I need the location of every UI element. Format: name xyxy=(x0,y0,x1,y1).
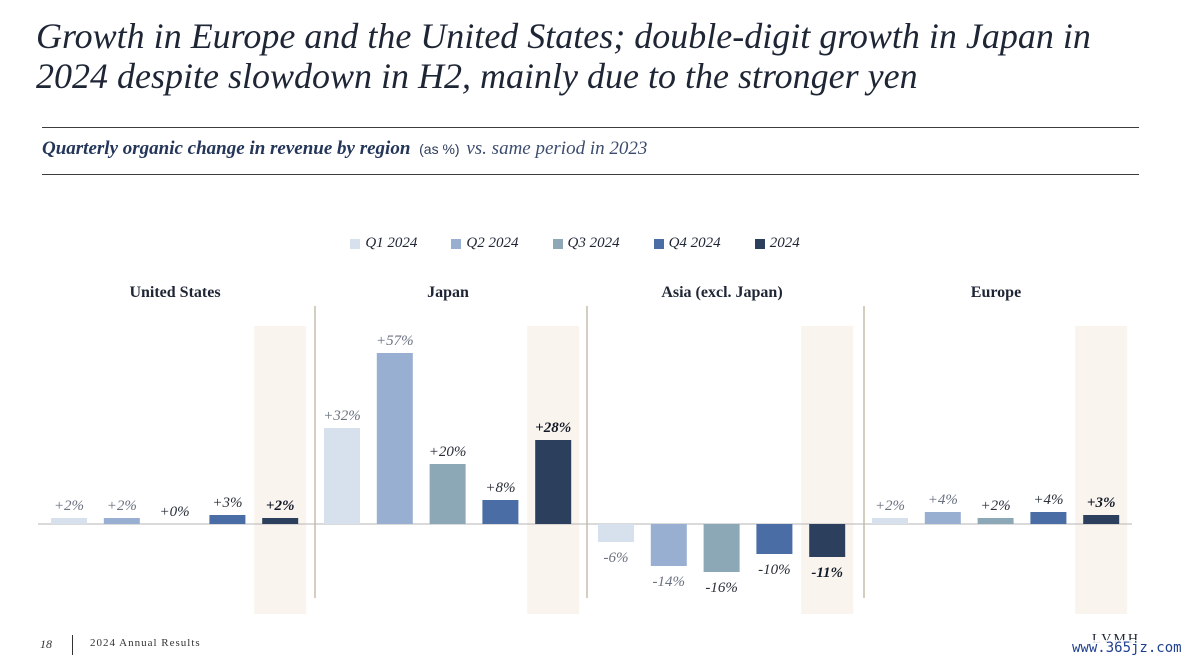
legend-item-fy: 2024 xyxy=(754,235,800,252)
legend-item-q3: Q3 2024 xyxy=(552,235,620,252)
bar-asia-excl-japan-5 xyxy=(809,524,846,557)
data-label-japan-2: +57% xyxy=(376,333,414,349)
data-label-asia-excl-japan-4: -10% xyxy=(758,562,791,578)
highlight-band-united-states xyxy=(254,326,307,614)
bar-asia-excl-japan-2 xyxy=(650,524,687,566)
highlight-band-europe xyxy=(1075,326,1128,614)
bar-asia-excl-japan-4 xyxy=(756,524,793,554)
data-label-japan-4: +8% xyxy=(485,480,515,496)
bar-japan-1 xyxy=(324,428,360,524)
data-label-united-states-3: +0% xyxy=(160,504,190,520)
bar-united-states-1 xyxy=(51,518,87,524)
legend-label-fy: 2024 xyxy=(769,235,800,251)
group-label-united-states: United States xyxy=(129,284,220,301)
subtitle-unit: (as %) xyxy=(419,141,460,157)
legend-item-q2: Q2 2024 xyxy=(451,235,519,252)
legend-item-q4: Q4 2024 xyxy=(653,235,721,252)
legend-label-q3: Q3 2024 xyxy=(567,235,620,251)
data-label-europe-5: +3% xyxy=(1087,495,1116,511)
bar-united-states-5 xyxy=(262,518,299,524)
bar-japan-5 xyxy=(535,440,572,524)
bar-europe-5 xyxy=(1083,515,1120,524)
highlight-band-asia-excl-japan xyxy=(801,326,854,614)
bar-united-states-2 xyxy=(103,518,140,524)
data-label-asia-excl-japan-2: -14% xyxy=(653,574,686,590)
group-label-japan: Japan xyxy=(427,284,469,301)
bar-united-states-4 xyxy=(209,515,246,524)
group-label-europe: Europe xyxy=(971,284,1021,301)
data-label-united-states-1: +2% xyxy=(54,498,84,514)
data-label-united-states-5: +2% xyxy=(266,498,295,514)
data-label-asia-excl-japan-1: -6% xyxy=(604,550,629,566)
bottom-rule xyxy=(42,174,1139,175)
legend-label-q4: Q4 2024 xyxy=(668,235,721,251)
legend-swatch-q2 xyxy=(451,238,462,249)
bar-japan-2 xyxy=(376,353,413,524)
data-label-europe-4: +4% xyxy=(1033,492,1063,508)
footer-separator xyxy=(72,635,73,655)
bar-europe-2 xyxy=(924,512,961,524)
data-label-united-states-4: +3% xyxy=(212,495,242,511)
bar-japan-4 xyxy=(482,500,519,524)
bar-europe-4 xyxy=(1030,512,1067,524)
legend-swatch-q3 xyxy=(552,238,563,249)
data-label-europe-2: +4% xyxy=(928,492,958,508)
data-label-europe-1: +2% xyxy=(875,498,905,514)
bar-asia-excl-japan-1 xyxy=(598,524,634,542)
legend-swatch-q4 xyxy=(653,238,664,249)
page-number: 18 xyxy=(40,637,52,651)
bar-japan-3 xyxy=(429,464,466,524)
data-label-asia-excl-japan-5: -11% xyxy=(811,565,843,581)
data-label-united-states-2: +2% xyxy=(107,498,137,514)
chart-subtitle: Quarterly organic change in revenue by r… xyxy=(42,138,647,160)
watermark: www.365jz.com xyxy=(1072,640,1182,656)
chart-legend: Q1 2024 Q2 2024 Q3 2024 Q4 2024 2024 xyxy=(0,235,1150,252)
bar-europe-3 xyxy=(977,518,1014,524)
legend-item-q1: Q1 2024 xyxy=(350,235,417,252)
slide-title: Growth in Europe and the United States; … xyxy=(36,16,1091,96)
data-label-europe-3: +2% xyxy=(981,498,1011,514)
data-label-japan-1: +32% xyxy=(323,408,361,424)
data-label-japan-3: +20% xyxy=(429,444,467,460)
bar-europe-1 xyxy=(872,518,908,524)
subtitle-main: Quarterly organic change in revenue by r… xyxy=(42,138,411,159)
legend-swatch-fy xyxy=(754,238,765,249)
subtitle-tail: vs. same period in 2023 xyxy=(466,138,648,159)
bar-asia-excl-japan-3 xyxy=(703,524,740,572)
top-rule xyxy=(42,127,1139,128)
group-label-asia-excl-japan: Asia (excl. Japan) xyxy=(661,284,782,301)
data-label-japan-5: +28% xyxy=(535,420,571,436)
legend-label-q2: Q2 2024 xyxy=(466,235,519,251)
footer-text: 2024 Annual Results xyxy=(90,637,201,649)
data-label-asia-excl-japan-3: -16% xyxy=(705,580,738,596)
legend-swatch-q1 xyxy=(350,238,361,249)
legend-label-q1: Q1 2024 xyxy=(365,235,418,251)
